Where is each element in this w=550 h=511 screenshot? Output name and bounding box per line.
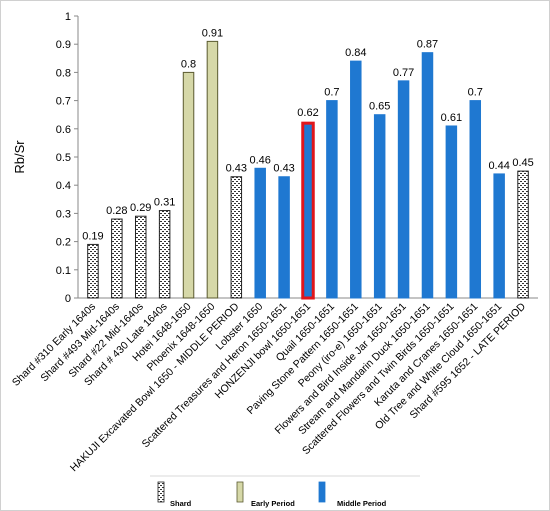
bar-shard — [158, 210, 171, 299]
y-tick-label: 0.6 — [56, 124, 71, 136]
legend-swatch-shard — [157, 481, 165, 503]
legend-swatch-middle — [318, 481, 326, 503]
legend-label-middle: Middle Period — [337, 499, 387, 508]
bar-early — [206, 40, 219, 299]
bar-value-label: 0.43 — [226, 163, 247, 175]
bar-value-label: 0.62 — [297, 107, 318, 119]
bar-shard — [87, 243, 99, 299]
bar-value-label: 0.7 — [324, 87, 339, 99]
y-tick-label: 0.2 — [56, 237, 71, 249]
y-tick-label: 0.4 — [56, 180, 71, 192]
bar-shard — [517, 170, 529, 299]
bar-value-label: 0.46 — [249, 154, 270, 166]
y-tick-label: 0.3 — [56, 208, 71, 220]
legend-label-shard: Shard — [170, 499, 192, 508]
bar-middle — [445, 125, 458, 299]
legend-label-early: Early Period — [251, 499, 295, 508]
bar-value-label: 0.65 — [369, 101, 390, 113]
bar-value-label: 0.91 — [202, 27, 223, 39]
bar-middle — [493, 173, 505, 299]
bar-middle — [397, 80, 410, 299]
y-tick-label: 1 — [65, 11, 71, 23]
bar-value-label: 0.87 — [417, 39, 438, 51]
bar-shard — [134, 215, 147, 299]
bar-value-label: 0.28 — [106, 205, 127, 217]
bar-value-label: 0.84 — [345, 47, 366, 59]
bar-value-label: 0.77 — [393, 67, 414, 79]
y-tick-label: 0.8 — [56, 67, 71, 79]
y-tick-label: 0.7 — [56, 96, 71, 108]
bar-shard — [111, 218, 123, 299]
bar-middle — [326, 100, 338, 299]
bar-value-label: 0.29 — [130, 202, 151, 214]
y-tick-label: 0.1 — [56, 265, 71, 277]
bar-value-label: 0.7 — [468, 87, 483, 99]
bar-shard — [230, 176, 243, 299]
bar-value-label: 0.43 — [273, 163, 294, 175]
bar-value-label: 0.45 — [512, 157, 533, 169]
bar-middle — [469, 100, 482, 299]
bar-middle — [278, 176, 290, 299]
y-tick-label: 0.5 — [56, 152, 71, 164]
bar-middle — [254, 167, 266, 299]
bar-value-label: 0.8 — [181, 58, 196, 70]
bar-middle — [373, 114, 386, 299]
y-tick-label: 0 — [65, 293, 71, 305]
bar-middle — [301, 121, 315, 300]
bar-value-label: 0.19 — [82, 230, 103, 242]
bar-value-label: 0.44 — [488, 160, 509, 172]
legend-swatch-early — [236, 481, 244, 503]
bar-value-label: 0.31 — [154, 197, 175, 209]
bar-middle — [350, 60, 362, 299]
bar-early — [182, 71, 195, 299]
bar-value-label: 0.61 — [441, 112, 462, 124]
bar-middle — [421, 52, 434, 299]
y-tick-label: 0.9 — [56, 39, 71, 51]
y-axis-label: Rb/Sr — [12, 140, 27, 174]
